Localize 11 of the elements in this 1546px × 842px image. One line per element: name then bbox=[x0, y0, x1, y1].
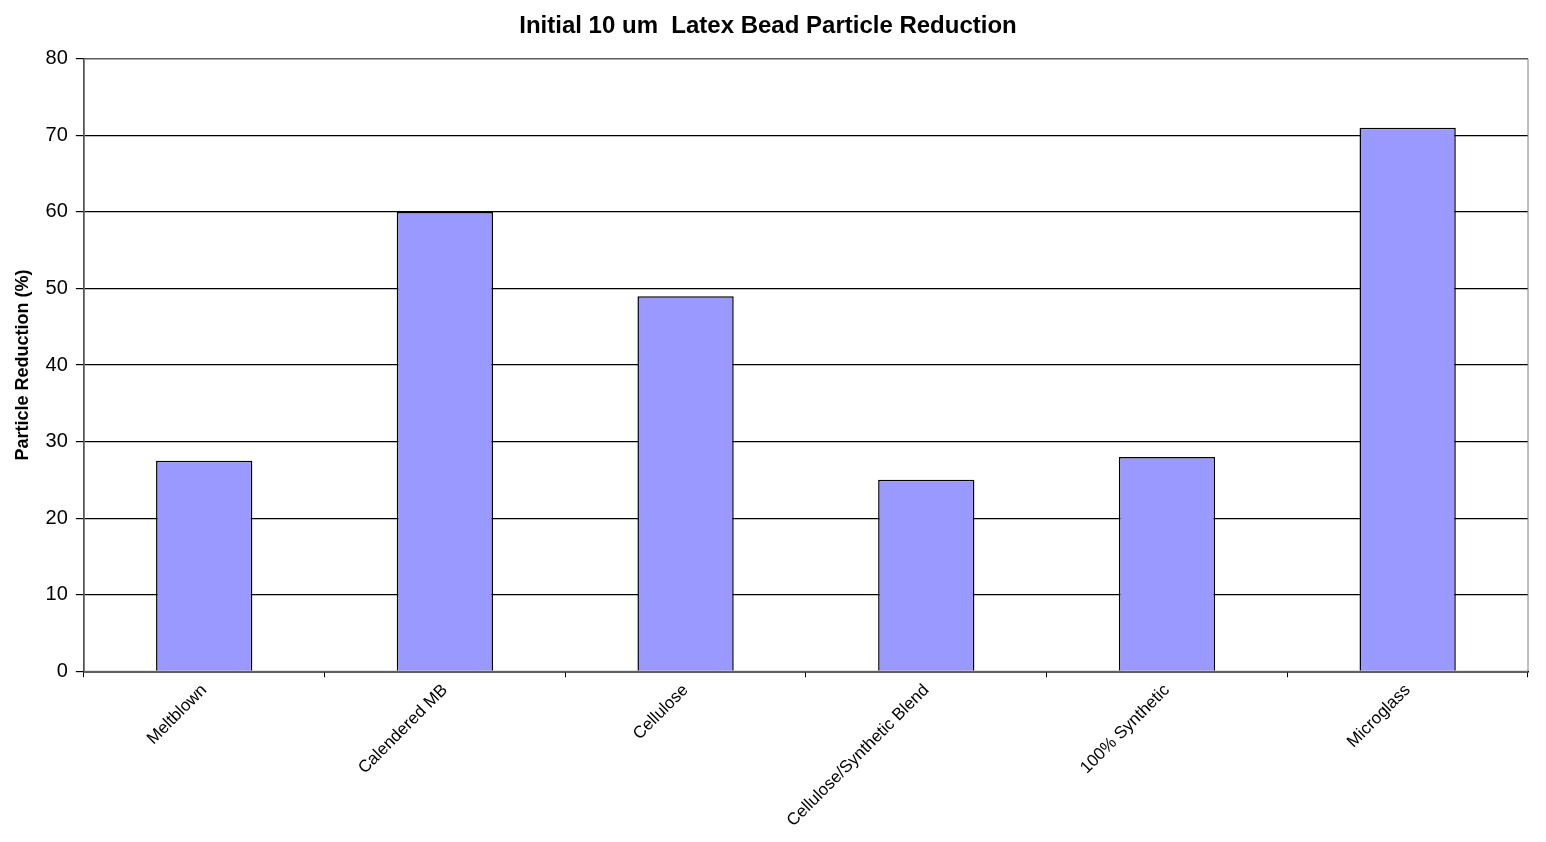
chart-title: Initial 10 um Latex Bead Particle Reduction bbox=[519, 11, 1017, 39]
y-tick-label: 20 bbox=[45, 505, 68, 528]
y-tick-label: 60 bbox=[45, 199, 68, 222]
y-tick-label: 0 bbox=[56, 658, 68, 681]
y-tick-label: 30 bbox=[45, 429, 68, 452]
y-tick-label: 50 bbox=[45, 275, 68, 298]
y-axis-title: Particle Reduction (%) bbox=[11, 269, 32, 461]
y-tick-label: 40 bbox=[45, 352, 68, 375]
y-tick-label: 80 bbox=[45, 46, 68, 69]
y-tick-label: 70 bbox=[45, 122, 68, 145]
y-tick-label: 10 bbox=[45, 582, 68, 605]
